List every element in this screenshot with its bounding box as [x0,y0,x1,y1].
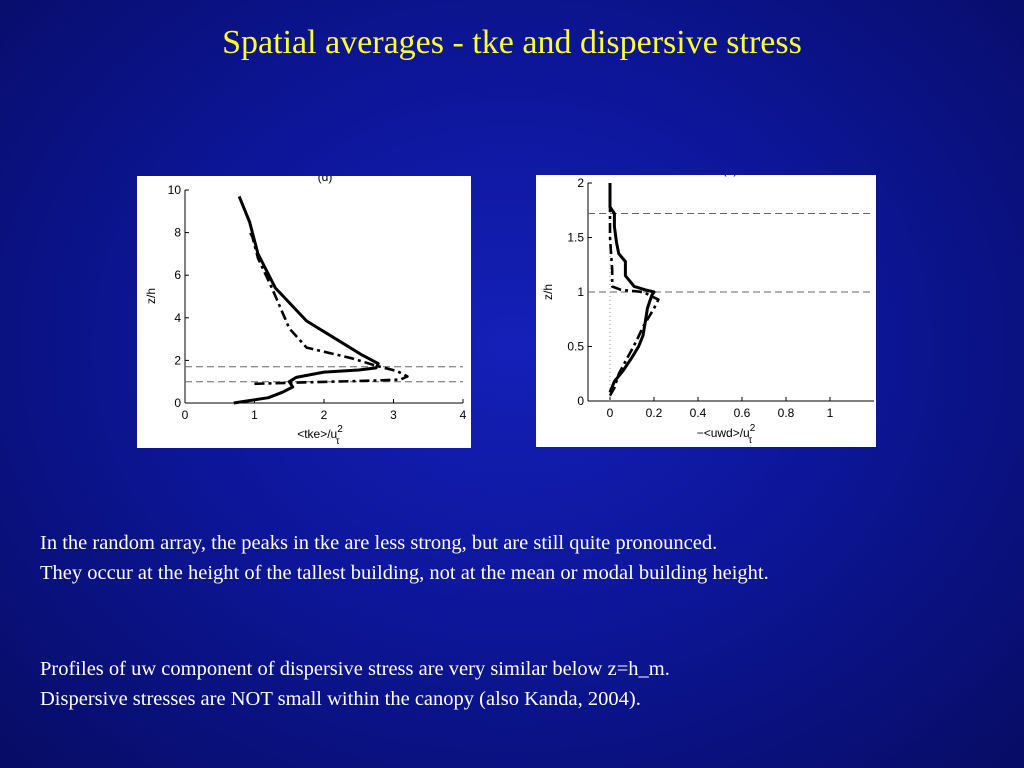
y-tick-label: 0.5 [567,340,584,354]
y-tick-label: 2 [577,176,584,190]
panel-label: (h) [723,175,738,177]
y-tick-label: 0 [174,396,181,410]
y-tick-label: 8 [174,226,181,240]
x-tick-label: 0.6 [734,406,751,420]
x-tick-label: 3 [390,408,397,422]
y-tick-label: 2 [174,353,181,367]
series-line-2 [247,229,409,386]
y-axis-label: z/h [144,288,158,304]
text-line: Dispersive stresses are NOT small within… [40,688,641,710]
series-line-2 [608,183,660,397]
y-tick-label: 4 [174,311,181,325]
series-line-1 [233,195,380,405]
chart-tke: 0 1 2 3 4 0 2 4 6 8 10 (d) <tke>/u2 τ z/h [144,176,467,447]
text-line: Profiles of uw component of dispersive s… [40,658,670,680]
chart-tke-panel: 0 1 2 3 4 0 2 4 6 8 10 (d) <tke>/u2 τ z/h [137,176,471,448]
y-tick-label: 10 [168,183,182,197]
chart-uwd-panel: 0 0.2 0.4 0.6 0.8 1 0 0.5 1 1.5 2 (h) −<uwd>/u2τ z/h [536,175,876,447]
x-tick-label: 0.8 [778,406,795,420]
chart-uwd: 0 0.2 0.4 0.6 0.8 1 0 0.5 1 1.5 2 (h) −<uwd>/u2τ z/h [541,175,874,446]
x-axis-label: <tke>/u2 τ [297,424,343,447]
text-block-tke: In the random array, the peaks in tke ar… [40,528,769,588]
x-tick-label: 0.4 [690,406,707,420]
x-tick-label: 0 [607,406,614,420]
x-tick-label: 4 [460,408,467,422]
y-tick-label: 0 [577,394,584,408]
x-tick-label: 0.2 [646,406,663,420]
panel-label: (d) [318,176,333,184]
y-axis-label: z/h [541,284,555,300]
x-tick-label: 1 [251,408,258,422]
x-tick-label: 1 [827,406,834,420]
x-axis-label: −<uwd>/u2 τ [697,423,756,446]
text-block-dispersive: Profiles of uw component of dispersive s… [40,654,670,714]
text-line: They occur at the height of the tallest … [40,562,769,584]
x-tick-label: 2 [321,408,328,422]
y-tick-label: 6 [174,268,181,282]
series-line-1 [608,183,656,393]
text-line: In the random array, the peaks in tke ar… [40,532,718,554]
y-tick-label: 1.5 [567,231,584,245]
slide-title: Spatial averages - tke and dispersive st… [222,24,802,61]
y-tick-label: 1 [577,285,584,299]
x-tick-label: 0 [182,408,189,422]
